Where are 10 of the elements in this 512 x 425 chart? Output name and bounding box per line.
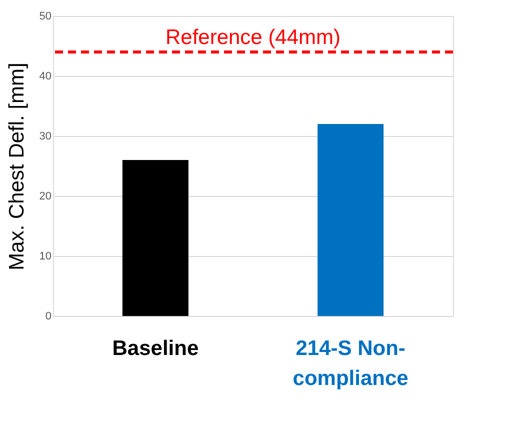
y-tick-label: 50 [39, 10, 52, 22]
x-tick-label: Baseline [112, 337, 199, 360]
y-tick-label: 0 [45, 310, 52, 322]
y-tick-label: 20 [39, 190, 52, 202]
y-tick-label: 40 [39, 70, 52, 82]
ref-line-label: Reference (44mm) [165, 26, 341, 49]
y-tick-label: 10 [39, 250, 52, 262]
x-tick-label: 214-S Non-compliance [292, 337, 408, 390]
y-tick-label: 30 [39, 130, 52, 142]
y-axis-title: Max. Chest Defl. [mm] [5, 62, 28, 270]
